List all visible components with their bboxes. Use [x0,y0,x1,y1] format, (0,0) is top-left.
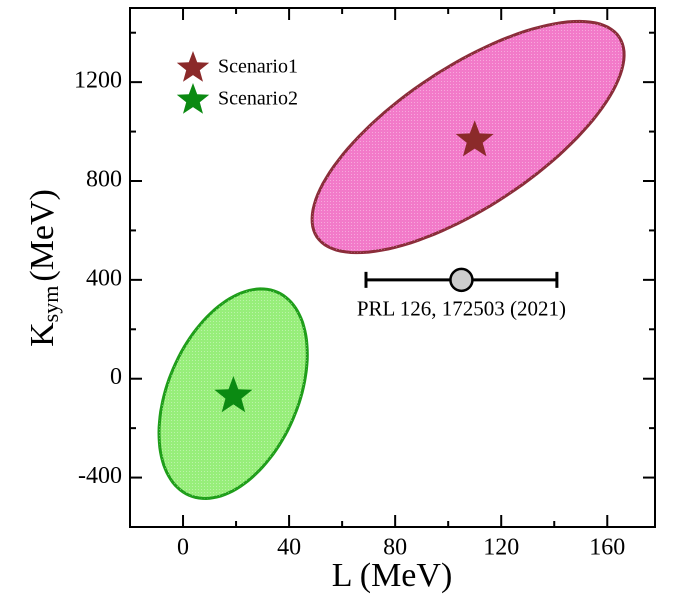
y-tick-label: 800 [86,167,122,193]
y-label-main: K [24,322,61,347]
legend-marker [176,83,210,114]
y-tick-label: -400 [78,463,122,489]
legend-marker [176,51,210,82]
y-axis-label: Ksym (MeV) [24,189,63,347]
y-tick-label: 1200 [74,68,122,94]
x-tick-label: 120 [483,535,519,561]
y-tick-label: 400 [86,265,122,291]
reference-point [449,267,474,293]
x-tick-label: 0 [177,535,189,561]
y-label-unit: (MeV) [24,189,61,282]
x-tick-label: 80 [383,535,407,561]
y-tick-label: 0 [110,364,122,390]
legend-label: Scenario1 [218,56,298,78]
star-point [455,120,494,157]
y-label-sub: sym [38,286,63,323]
x-tick-label: 40 [277,535,301,561]
legend-label: Scenario2 [218,88,298,110]
reference-label: PRL 126, 172503 (2021) [357,297,566,321]
plot-frame [129,7,656,528]
star-point [214,376,253,413]
x-axis-label: L (MeV) [332,557,453,594]
x-tick-label: 160 [589,535,625,561]
